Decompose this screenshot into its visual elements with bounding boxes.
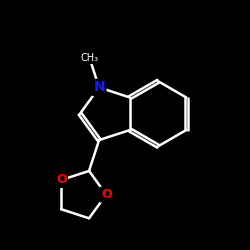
Text: O: O <box>56 174 66 186</box>
Text: O: O <box>101 188 112 201</box>
Text: N: N <box>93 80 105 94</box>
Text: CH₃: CH₃ <box>80 53 98 63</box>
